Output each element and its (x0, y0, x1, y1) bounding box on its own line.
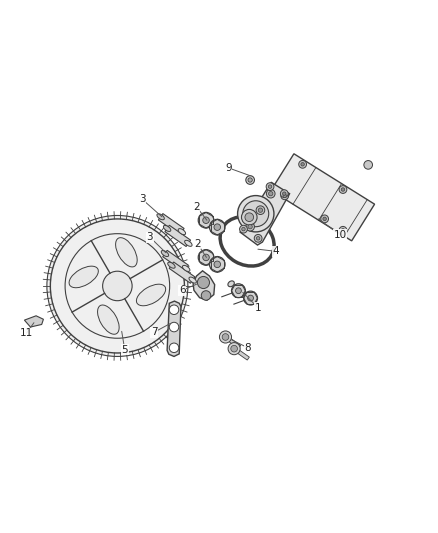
Polygon shape (162, 251, 188, 272)
Circle shape (209, 220, 225, 235)
Circle shape (102, 271, 132, 301)
Circle shape (244, 291, 258, 305)
Text: 9: 9 (225, 163, 232, 173)
Text: 11: 11 (20, 328, 33, 338)
Circle shape (214, 224, 221, 230)
Text: 3: 3 (146, 232, 153, 242)
Circle shape (203, 254, 209, 261)
Ellipse shape (116, 238, 137, 267)
Polygon shape (240, 182, 290, 245)
Circle shape (232, 284, 245, 297)
Ellipse shape (163, 225, 171, 231)
Circle shape (256, 237, 260, 240)
Circle shape (268, 191, 273, 196)
Circle shape (323, 217, 326, 221)
Ellipse shape (183, 265, 190, 271)
Text: 3: 3 (139, 195, 146, 205)
Circle shape (201, 290, 211, 300)
Polygon shape (169, 262, 195, 283)
Circle shape (247, 295, 254, 301)
Circle shape (246, 222, 254, 231)
Polygon shape (271, 154, 374, 241)
Circle shape (283, 192, 286, 196)
Circle shape (219, 331, 232, 343)
Circle shape (339, 227, 347, 234)
Text: 6: 6 (179, 285, 186, 295)
Text: 7: 7 (151, 327, 157, 337)
Circle shape (222, 334, 229, 340)
Polygon shape (233, 347, 249, 360)
Ellipse shape (157, 214, 164, 220)
Circle shape (242, 228, 245, 231)
Circle shape (254, 235, 262, 242)
Circle shape (214, 261, 221, 268)
Text: 2: 2 (193, 202, 200, 212)
Text: 5: 5 (121, 344, 128, 354)
Polygon shape (25, 316, 43, 327)
Circle shape (364, 160, 372, 169)
Circle shape (299, 160, 307, 168)
Circle shape (281, 192, 289, 200)
Ellipse shape (98, 305, 119, 334)
Circle shape (47, 215, 188, 357)
Circle shape (301, 163, 304, 166)
Circle shape (240, 225, 247, 233)
Circle shape (258, 208, 263, 212)
Ellipse shape (178, 229, 186, 235)
Polygon shape (224, 335, 241, 349)
Circle shape (198, 277, 209, 288)
Polygon shape (167, 301, 181, 357)
Circle shape (243, 201, 269, 227)
Circle shape (169, 343, 179, 352)
Circle shape (283, 194, 286, 198)
Circle shape (266, 183, 274, 190)
Circle shape (248, 224, 252, 229)
Circle shape (266, 189, 275, 198)
Ellipse shape (161, 251, 169, 256)
Circle shape (268, 185, 272, 188)
Circle shape (209, 256, 225, 272)
Circle shape (280, 190, 288, 198)
Circle shape (228, 343, 240, 355)
Circle shape (198, 213, 214, 228)
Ellipse shape (168, 262, 175, 268)
Text: 8: 8 (245, 343, 251, 353)
Text: 4: 4 (273, 246, 279, 256)
Polygon shape (165, 225, 191, 247)
Ellipse shape (136, 284, 166, 306)
Circle shape (321, 215, 328, 223)
Ellipse shape (185, 240, 192, 246)
Circle shape (236, 288, 241, 294)
Circle shape (198, 249, 214, 265)
Polygon shape (159, 214, 184, 235)
Circle shape (231, 345, 237, 352)
Circle shape (237, 196, 274, 232)
Circle shape (339, 185, 347, 193)
Circle shape (245, 213, 254, 222)
Circle shape (241, 209, 257, 225)
Circle shape (203, 217, 209, 223)
Circle shape (248, 178, 252, 182)
Circle shape (169, 322, 179, 332)
Ellipse shape (189, 277, 196, 283)
Text: 1: 1 (254, 303, 261, 312)
Ellipse shape (69, 266, 99, 288)
Circle shape (341, 188, 345, 191)
Circle shape (246, 176, 254, 184)
Circle shape (169, 305, 179, 314)
Ellipse shape (228, 281, 234, 287)
Polygon shape (193, 271, 215, 300)
Circle shape (256, 206, 265, 214)
Text: 2: 2 (194, 239, 201, 248)
Circle shape (341, 229, 345, 232)
Text: 10: 10 (333, 230, 346, 240)
